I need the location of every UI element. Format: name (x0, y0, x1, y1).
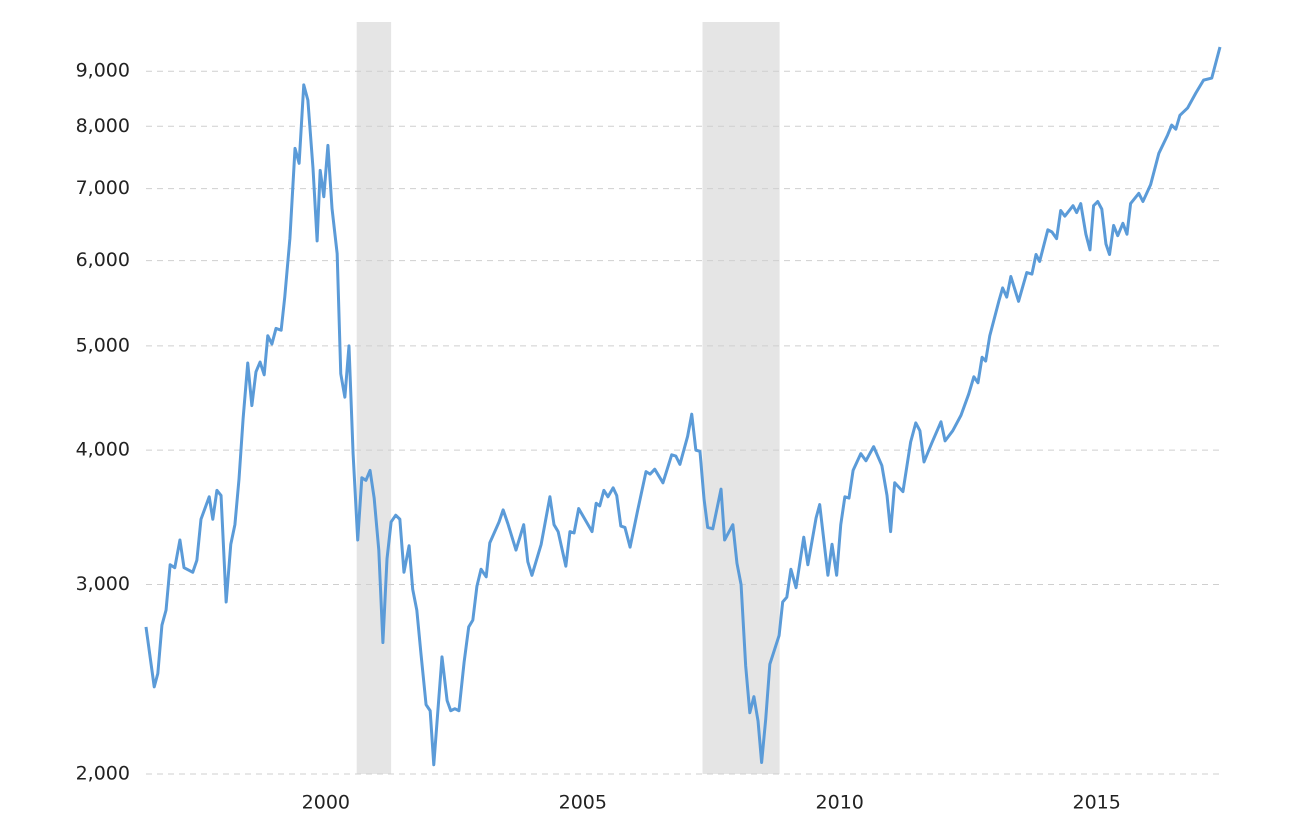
data-line (144, 46, 1222, 767)
y-tick-label: 2,000 (76, 763, 130, 785)
y-tick-label: 8,000 (76, 115, 130, 137)
y-tick-label: 7,000 (76, 177, 130, 199)
y-tick-label: 9,000 (76, 60, 130, 82)
x-tick-label: 2015 (1072, 792, 1120, 814)
y-tick-label: 6,000 (76, 249, 130, 271)
x-tick-label: 2005 (559, 792, 607, 814)
x-tick-label: 2010 (816, 792, 864, 814)
y-tick-label: 5,000 (76, 334, 130, 356)
y-tick-label: 4,000 (76, 439, 130, 461)
recession-band (702, 22, 780, 774)
recession-band (356, 22, 392, 774)
x-tick-label: 2000 (302, 792, 350, 814)
y-tick-label: 3,000 (76, 573, 130, 595)
